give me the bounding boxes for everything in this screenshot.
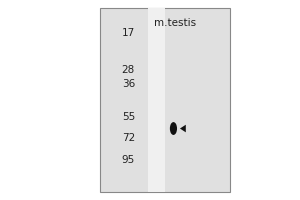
Bar: [148, 8, 165, 192]
Ellipse shape: [170, 122, 177, 135]
Polygon shape: [180, 125, 186, 132]
Text: m.testis: m.testis: [154, 18, 196, 28]
Text: 28: 28: [122, 65, 135, 75]
Text: 36: 36: [122, 79, 135, 89]
Text: 55: 55: [122, 112, 135, 122]
Text: 72: 72: [122, 133, 135, 143]
Text: 17: 17: [122, 28, 135, 38]
Text: 95: 95: [122, 155, 135, 165]
Bar: [100, 8, 230, 192]
